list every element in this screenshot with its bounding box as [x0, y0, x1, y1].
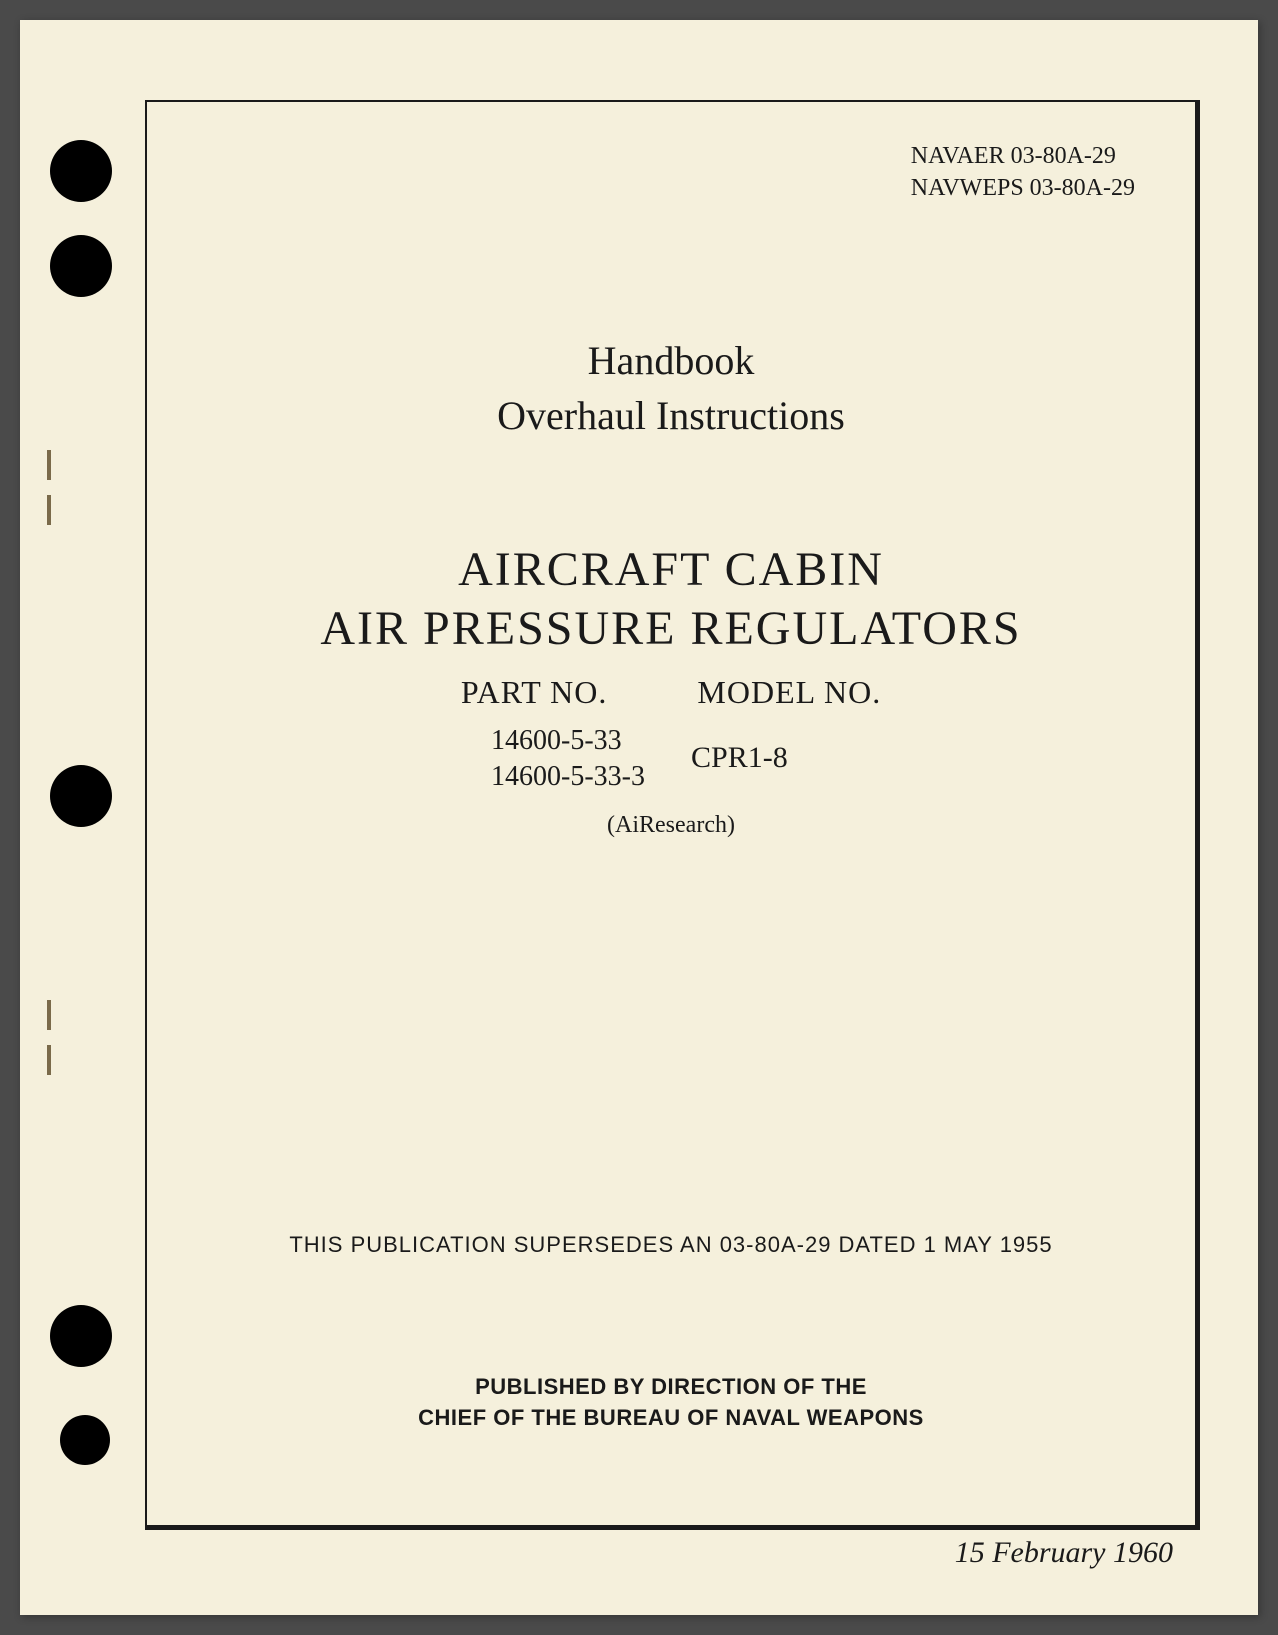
title-block: Handbook Overhaul Instructions	[147, 337, 1195, 439]
model-number: CPR1-8	[691, 741, 851, 775]
navaer-number: NAVAER 03-80A-29	[911, 140, 1135, 172]
part-model-headers: PART NO. MODEL NO.	[147, 674, 1195, 711]
staple-mark	[38, 1000, 60, 1075]
part-model-values: 14600-5-33 14600-5-33-3 CPR1-8	[147, 723, 1195, 796]
part-no-header: PART NO.	[461, 674, 608, 711]
model-no-header: MODEL NO.	[697, 674, 881, 711]
overhaul-label: Overhaul Instructions	[147, 392, 1195, 439]
publisher-line1: PUBLISHED BY DIRECTION OF THE	[147, 1372, 1195, 1403]
punch-hole	[60, 1415, 110, 1465]
main-title-line2: AIR PRESSURE REGULATORS	[147, 601, 1195, 656]
punch-hole	[50, 140, 112, 202]
part-numbers-column: 14600-5-33 14600-5-33-3	[491, 723, 691, 796]
part-number-2: 14600-5-33-3	[491, 759, 691, 795]
document-numbers: NAVAER 03-80A-29 NAVWEPS 03-80A-29	[911, 140, 1135, 205]
document-page: NAVAER 03-80A-29 NAVWEPS 03-80A-29 Handb…	[20, 20, 1258, 1615]
punch-hole	[50, 235, 112, 297]
manufacturer-label: (AiResearch)	[147, 812, 1195, 839]
main-title-block: AIRCRAFT CABIN AIR PRESSURE REGULATORS P…	[147, 542, 1195, 839]
main-title-line1: AIRCRAFT CABIN	[147, 542, 1195, 597]
navweps-number: NAVWEPS 03-80A-29	[911, 172, 1135, 204]
content-frame: NAVAER 03-80A-29 NAVWEPS 03-80A-29 Handb…	[145, 100, 1200, 1530]
handbook-label: Handbook	[147, 337, 1195, 384]
punch-hole	[50, 1305, 112, 1367]
publisher-line2: CHIEF OF THE BUREAU OF NAVAL WEAPONS	[147, 1403, 1195, 1434]
model-number-column: CPR1-8	[691, 723, 851, 796]
part-number-1: 14600-5-33	[491, 723, 691, 759]
staple-mark	[38, 450, 60, 525]
punch-hole	[50, 765, 112, 827]
publication-date: 15 February 1960	[955, 1536, 1173, 1570]
supersedes-notice: THIS PUBLICATION SUPERSEDES AN 03-80A-29…	[147, 1232, 1195, 1258]
publisher-block: PUBLISHED BY DIRECTION OF THE CHIEF OF T…	[147, 1372, 1195, 1434]
